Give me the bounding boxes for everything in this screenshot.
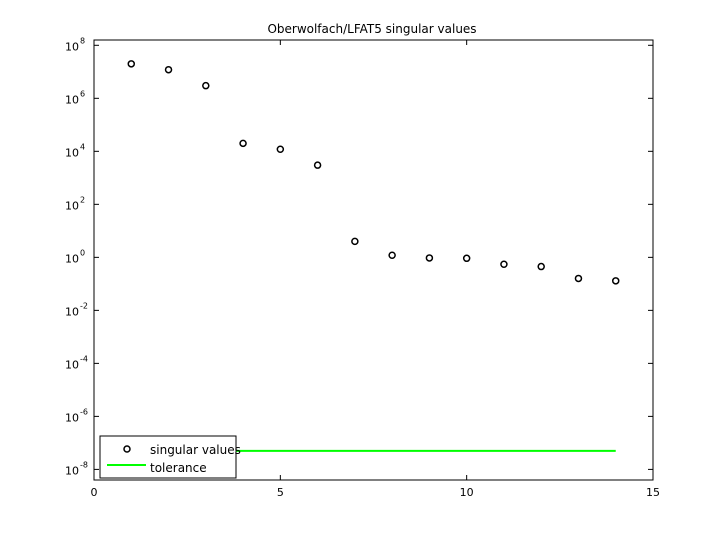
y-tick-label: 10 xyxy=(65,146,79,159)
x-tick-label: 5 xyxy=(277,486,284,499)
legend-marker-singular-values xyxy=(123,445,131,453)
singular-value-point xyxy=(202,81,210,90)
singular-value-point xyxy=(239,139,247,148)
y-tick-exponent: 2 xyxy=(80,195,85,204)
legend: singular values tolerance xyxy=(99,435,241,479)
singular-value-point xyxy=(537,262,545,271)
y-tick-exponent: -4 xyxy=(80,354,88,363)
singular-value-point xyxy=(276,145,285,153)
plot-area xyxy=(93,39,654,481)
y-tick-label: 10 xyxy=(65,199,79,212)
chart-title: Oberwolfach/LFAT5 singular values xyxy=(267,22,476,36)
y-tick-label: 10 xyxy=(65,252,79,265)
y-tick-exponent: 4 xyxy=(80,142,85,151)
singular-value-point xyxy=(388,251,396,260)
singular-values-series xyxy=(127,60,620,285)
y-tick-exponent: -2 xyxy=(80,301,88,310)
singular-value-point xyxy=(351,237,359,246)
y-tick-label: 10 xyxy=(65,411,79,424)
legend-label-singular-values: singular values xyxy=(150,443,241,457)
y-tick-exponent: -8 xyxy=(80,460,88,469)
singular-value-point xyxy=(164,65,173,74)
singular-value-point xyxy=(127,60,136,68)
singular-value-point xyxy=(425,254,434,262)
y-tick-label: 10 xyxy=(65,40,79,53)
y-tick-label: 10 xyxy=(65,305,79,318)
singular-value-point xyxy=(611,277,620,285)
x-tick-label: 0 xyxy=(91,486,98,499)
y-tick-exponent: -6 xyxy=(80,407,88,416)
singular-value-point xyxy=(313,161,322,169)
legend-label-tolerance: tolerance xyxy=(150,461,207,475)
x-tick-label: 10 xyxy=(460,486,474,499)
singular-value-point xyxy=(500,260,508,268)
y-tick-label: 10 xyxy=(65,358,79,371)
y-tick-exponent: 8 xyxy=(80,36,85,45)
y-tick-exponent: 0 xyxy=(80,248,85,257)
y-tick-exponent: 6 xyxy=(80,89,85,98)
legend-box xyxy=(99,435,237,479)
x-axis: 0 5 10 15 xyxy=(91,40,660,499)
y-tick-label: 10 xyxy=(65,93,79,106)
singular-value-point xyxy=(462,254,471,263)
singular-value-point xyxy=(574,274,583,283)
y-tick-label: 10 xyxy=(65,464,79,477)
x-tick-label: 15 xyxy=(646,486,660,499)
